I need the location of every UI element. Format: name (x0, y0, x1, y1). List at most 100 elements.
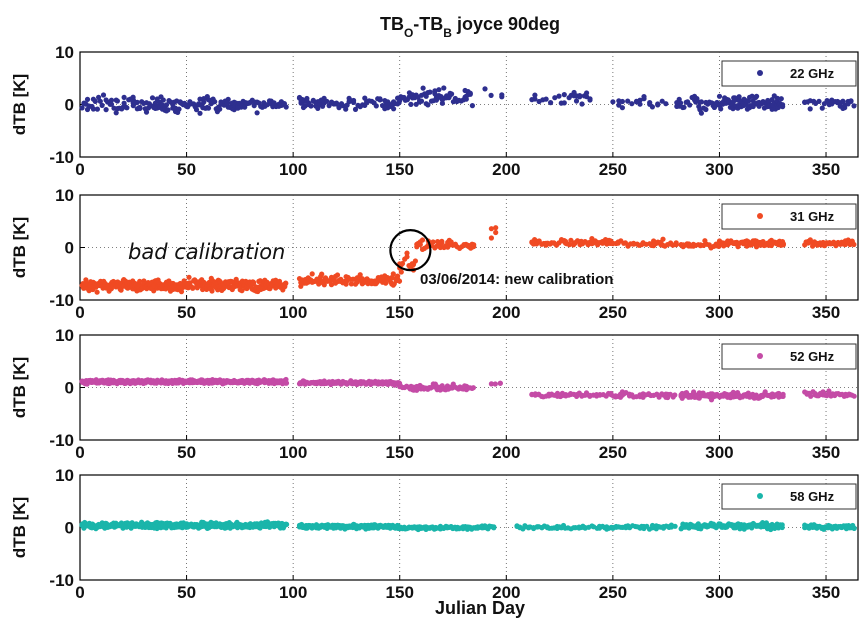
data-point (328, 282, 335, 288)
y-axis-label: dTB [K] (10, 74, 29, 135)
data-point (482, 86, 488, 92)
series-points (79, 376, 857, 403)
data-point (377, 96, 383, 102)
series-points (79, 85, 857, 116)
data-point (819, 105, 825, 111)
data-point (308, 103, 314, 109)
data-point (780, 104, 786, 110)
x-tick-label: 50 (177, 160, 196, 179)
data-point (418, 98, 425, 104)
data-point (492, 381, 498, 387)
legend: 31 GHz (721, 203, 857, 230)
data-point (108, 97, 115, 103)
data-point (655, 102, 661, 108)
data-point (427, 89, 433, 95)
data-point (165, 107, 171, 113)
data-point (309, 271, 315, 277)
x-tick-label: 50 (177, 443, 196, 462)
x-tick-label: 100 (279, 303, 307, 322)
y-tick-label: -10 (49, 431, 74, 450)
data-point (780, 393, 786, 399)
data-point (778, 96, 784, 102)
data-point (225, 96, 231, 102)
y-tick-label: -10 (49, 571, 74, 590)
legend-label: 31 GHz (790, 209, 835, 224)
data-point (573, 98, 580, 104)
data-point (493, 225, 499, 231)
legend-box (721, 60, 857, 87)
data-point (816, 98, 822, 104)
annotation-bad-calibration: bad calibration (128, 240, 285, 264)
x-tick-label: 0 (75, 303, 84, 322)
data-point (396, 278, 403, 284)
data-point (659, 98, 665, 104)
data-point (845, 237, 851, 243)
data-point (780, 241, 787, 247)
data-point (100, 92, 107, 98)
legend-box (721, 343, 857, 370)
data-point (807, 106, 813, 112)
data-point (470, 385, 476, 391)
data-point (774, 95, 781, 101)
data-point (220, 286, 227, 292)
y-tick-label: 0 (65, 519, 74, 538)
data-point (151, 288, 157, 294)
data-point (137, 278, 143, 284)
data-point (851, 525, 857, 532)
data-point (121, 94, 127, 100)
data-point (471, 243, 477, 250)
annotation-circle (389, 229, 432, 272)
data-point (439, 100, 445, 106)
data-point (390, 271, 396, 277)
data-point (242, 104, 248, 110)
data-point (283, 104, 289, 110)
data-point (491, 524, 497, 530)
data-point (703, 106, 709, 113)
data-point (616, 102, 622, 108)
data-point (319, 271, 325, 277)
x-tick-label: 300 (705, 443, 733, 462)
data-point (488, 381, 494, 387)
x-tick-label: 250 (599, 583, 627, 602)
data-point (754, 93, 760, 99)
y-axis-label: dTB [K] (10, 217, 29, 278)
data-point (532, 92, 538, 98)
y-axis-label: dTB [K] (10, 497, 29, 558)
y-tick-label: 10 (55, 326, 74, 345)
data-point (469, 103, 475, 109)
legend: 58 GHz (721, 483, 857, 510)
y-tick-label: 0 (65, 96, 74, 115)
data-point (619, 105, 626, 111)
data-point (851, 103, 857, 109)
data-point (556, 93, 562, 99)
x-tick-label: 200 (492, 443, 520, 462)
x-tick-label: 150 (386, 443, 414, 462)
y-tick-label: 10 (55, 186, 74, 205)
data-point (663, 101, 669, 107)
series-points (79, 519, 857, 533)
data-point (84, 96, 91, 102)
data-point (673, 240, 679, 246)
data-point (391, 106, 397, 112)
data-point (134, 99, 140, 105)
x-tick-label: 350 (812, 443, 840, 462)
data-point (197, 110, 203, 116)
data-point (672, 392, 678, 398)
data-point (404, 250, 410, 256)
data-point (412, 258, 418, 264)
data-point (254, 110, 260, 116)
x-tick-label: 350 (812, 303, 840, 322)
data-point (209, 288, 215, 294)
legend-label: 22 GHz (790, 66, 835, 81)
data-point (239, 288, 245, 294)
data-point (439, 240, 445, 246)
legend-label: 58 GHz (790, 489, 835, 504)
x-tick-label: 100 (279, 160, 307, 179)
data-point (205, 105, 212, 111)
data-point (399, 260, 406, 267)
y-tick-label: 10 (55, 43, 74, 62)
data-point (687, 102, 693, 108)
data-point (114, 98, 120, 104)
data-point (217, 106, 223, 112)
data-point (660, 236, 666, 242)
